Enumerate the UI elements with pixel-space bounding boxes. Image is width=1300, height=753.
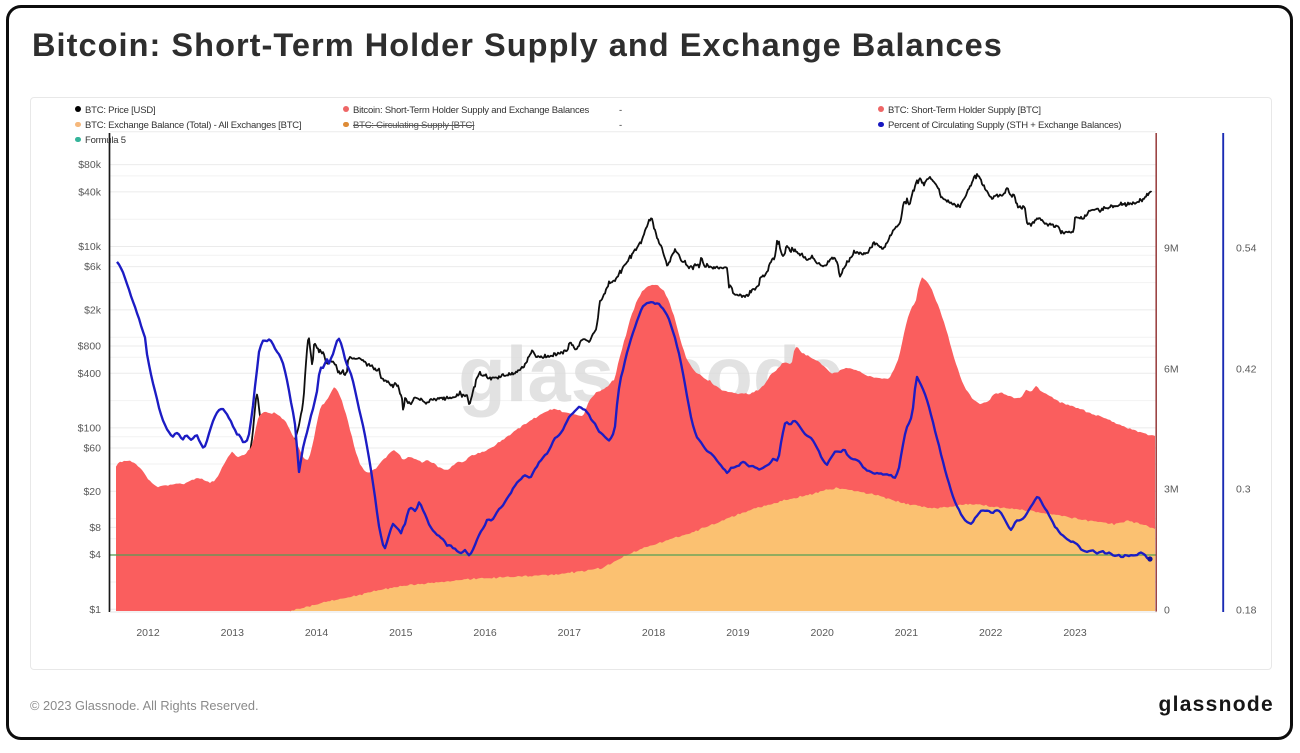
svg-text:2021: 2021 — [895, 627, 919, 639]
svg-text:$40k: $40k — [78, 186, 102, 198]
svg-text:$4: $4 — [89, 549, 101, 561]
svg-text:2019: 2019 — [726, 627, 750, 639]
svg-text:$80k: $80k — [78, 159, 102, 171]
svg-text:$2k: $2k — [84, 304, 102, 316]
svg-text:$8: $8 — [89, 522, 101, 534]
svg-text:$1: $1 — [89, 604, 101, 616]
svg-text:$800: $800 — [78, 341, 102, 353]
svg-text:$60: $60 — [83, 443, 101, 455]
svg-text:2012: 2012 — [136, 627, 160, 639]
svg-text:2022: 2022 — [979, 627, 1003, 639]
svg-text:2018: 2018 — [642, 627, 666, 639]
svg-text:2014: 2014 — [305, 627, 329, 639]
svg-text:$10k: $10k — [78, 241, 102, 253]
svg-text:0.3: 0.3 — [1236, 484, 1251, 496]
svg-text:2015: 2015 — [389, 627, 413, 639]
svg-text:3M: 3M — [1164, 484, 1179, 496]
svg-text:6M: 6M — [1164, 364, 1179, 376]
svg-text:2013: 2013 — [221, 627, 245, 639]
svg-text:0.18: 0.18 — [1236, 605, 1257, 617]
svg-text:0: 0 — [1164, 605, 1170, 617]
svg-text:9M: 9M — [1164, 243, 1179, 255]
svg-text:$400: $400 — [78, 368, 102, 380]
svg-text:2017: 2017 — [558, 627, 582, 639]
svg-text:2023: 2023 — [1063, 627, 1087, 639]
svg-text:$6k: $6k — [84, 261, 102, 273]
svg-text:2016: 2016 — [473, 627, 497, 639]
svg-text:$100: $100 — [78, 422, 102, 434]
svg-text:0.54: 0.54 — [1236, 243, 1257, 255]
svg-text:2020: 2020 — [811, 627, 835, 639]
svg-text:$20: $20 — [83, 486, 101, 498]
svg-text:0.42: 0.42 — [1236, 364, 1257, 376]
